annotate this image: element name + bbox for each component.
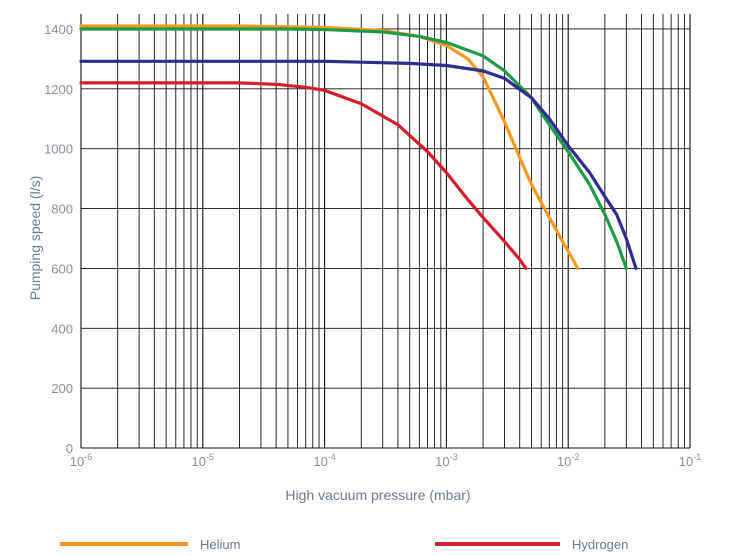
series-line-3	[79, 27, 628, 271]
y-tick-labels: 0 200 400 600 800 1000 1200 1400	[44, 22, 73, 456]
x-tick-label: 10-6	[70, 452, 92, 469]
y-tick-label: 600	[51, 261, 73, 276]
y-tick-label: 1000	[44, 142, 73, 157]
legend-label-hydrogen: Hydrogen	[572, 537, 628, 552]
x-tick-labels: 10-6 10-5 10-4 10-3 10-2 10-1	[70, 452, 701, 469]
x-tick-exponent: -4	[328, 452, 336, 462]
x-tick-label: 10-2	[557, 452, 579, 469]
x-tick-label: 10-5	[192, 452, 214, 469]
x-tick-base: 10	[557, 454, 571, 469]
x-tick-base: 10	[313, 454, 327, 469]
y-tick-label: 400	[51, 321, 73, 336]
x-tick-label: 10-1	[679, 452, 701, 469]
legend: Helium Hydrogen	[60, 537, 628, 552]
legend-label-helium: Helium	[200, 537, 240, 552]
grid	[80, 14, 691, 449]
y-tick-label: 1400	[44, 22, 73, 37]
x-tick-exponent: -1	[693, 452, 701, 462]
y-tick-label: 1200	[44, 82, 73, 97]
x-tick-label: 10-3	[435, 452, 457, 469]
y-tick-label: 0	[66, 441, 73, 456]
x-tick-label: 10-4	[313, 452, 335, 469]
x-tick-exponent: -3	[450, 452, 458, 462]
y-tick-label: 200	[51, 381, 73, 396]
series-line-helium	[79, 24, 580, 271]
y-tick-label: 800	[51, 202, 73, 217]
y-axis-label: Pumping speed (l/s)	[27, 176, 43, 301]
x-tick-exponent: -5	[206, 452, 214, 462]
x-axis-label: High vacuum pressure (mbar)	[285, 487, 470, 503]
series-line-4	[79, 59, 638, 271]
series-line-hydrogen	[79, 81, 528, 271]
x-tick-exponent: -6	[84, 452, 92, 462]
x-tick-base: 10	[70, 454, 84, 469]
series-lines	[79, 24, 638, 271]
x-tick-base: 10	[679, 454, 693, 469]
x-tick-exponent: -2	[571, 452, 579, 462]
x-tick-base: 10	[192, 454, 206, 469]
x-tick-base: 10	[435, 454, 449, 469]
